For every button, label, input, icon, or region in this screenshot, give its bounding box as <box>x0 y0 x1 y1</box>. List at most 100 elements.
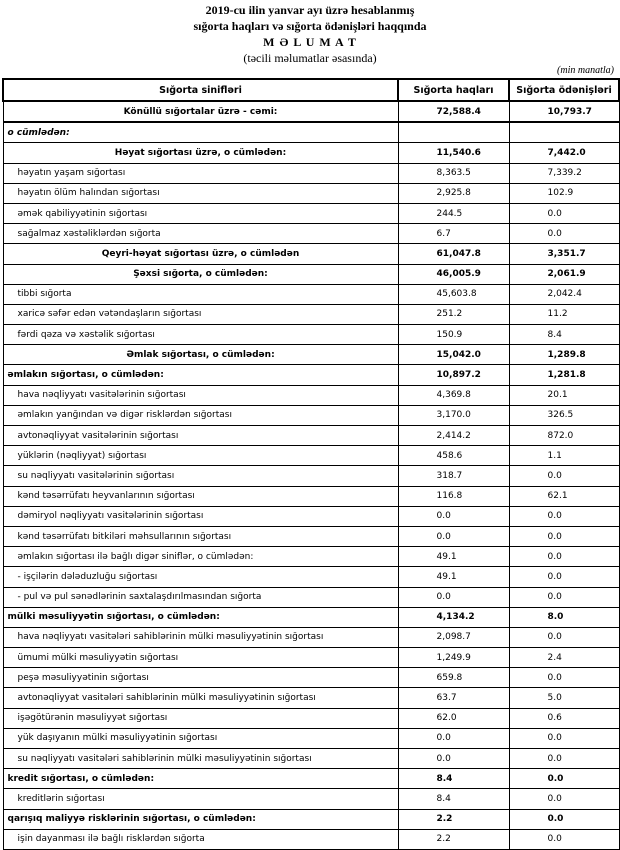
table-row: əmək qabiliyyətinin sığortası 244.5 0.0 <box>2 202 620 225</box>
class-cell: işəgötürənin məsuliyyət sığortası <box>2 707 399 729</box>
value-cell: 318.7 <box>397 465 510 487</box>
table-row: yük daşıyanın mülki məsuliyyətinin sığor… <box>2 727 620 750</box>
value-cell: 2.2 <box>397 808 510 830</box>
value-cell: 4,134.2 <box>397 606 510 628</box>
class-cell: o cümlədən: <box>2 121 399 144</box>
table-row: avtonəqliyyat vasitələrinin sığortası 2,4… <box>2 424 620 447</box>
class-cell: Əmlak sığortası, o cümlədən: <box>2 344 399 366</box>
value-cell: 3,351.7 <box>508 243 620 265</box>
value-cell: 116.8 <box>397 485 510 507</box>
value-cell: 2,925.8 <box>397 182 510 204</box>
value-cell: 0.6 <box>508 707 620 729</box>
table-row: su nəqliyyatı vasitələrinin sığortası 318… <box>2 465 620 487</box>
class-cell: avtonəqliyyat vasitələrinin sığortası <box>2 424 399 447</box>
class-cell: həyatın yaşam sığortası <box>2 162 399 184</box>
value-cell: 0.0 <box>508 505 620 527</box>
class-cell: kənd təsərrüfatı bitkiləri məhsullarının… <box>2 525 399 548</box>
value-cell: 0.0 <box>508 202 620 225</box>
table-row: Şəxsi sığorta, o cümlədən: 46,005.9 2,061.… <box>2 263 620 285</box>
value-cell: 0.0 <box>397 505 510 527</box>
value-cell: 0.0 <box>397 525 510 548</box>
value-cell: 0.0 <box>397 586 510 608</box>
value-cell: 150.9 <box>397 324 510 346</box>
value-cell: 0.0 <box>397 727 510 750</box>
value-cell: 458.6 <box>397 445 510 467</box>
table-row: həyatın ölüm halından sığortası 2,925.8 10… <box>2 182 620 204</box>
value-cell: 6.7 <box>397 223 510 245</box>
value-cell: 1,249.9 <box>397 647 510 669</box>
value-cell: 2,061.9 <box>508 263 620 285</box>
class-cell: mülki məsuliyyətin sığortası, o cümlədən… <box>2 606 399 628</box>
table-row: yüklərin (nəqliyyat) sığortası 458.6 1.1 <box>2 445 620 467</box>
class-cell: Həyat sığortası üzrə, o cümlədən: <box>2 142 399 164</box>
value-cell: 8.0 <box>508 606 620 628</box>
table-row: kənd təsərrüfatı bitkiləri məhsullarının… <box>2 525 620 548</box>
table-row: peşə məsuliyyətinin sığortası 659.8 0.0 <box>2 667 620 689</box>
class-cell: dəmiryol nəqliyyatı vasitələrinin sığort… <box>2 505 399 527</box>
column-header: Sığorta haqları <box>397 78 510 102</box>
table-row: o cümlədən: <box>2 121 620 144</box>
table-row: hava nəqliyyatı vasitələri sahiblərinin … <box>2 626 620 649</box>
class-cell: işin dayanması ilə bağlı risklərdən sığo… <box>2 828 399 850</box>
value-cell: 0.0 <box>508 626 620 649</box>
value-cell: 20.1 <box>508 384 620 406</box>
value-cell: 10,897.2 <box>397 364 510 386</box>
value-cell: 2,098.7 <box>397 626 510 649</box>
value-cell: 8.4 <box>508 324 620 346</box>
table-row: - işçilərin dələduzluğu sığortası 49.1 0.0 <box>2 566 620 588</box>
table-row: hava nəqliyyatı vasitələrinin sığortası 4… <box>2 384 620 406</box>
class-cell: əmlakın yanğından və digər risklərdən sı… <box>2 404 399 427</box>
value-cell: 2,042.4 <box>508 283 620 305</box>
value-cell: 49.1 <box>397 546 510 568</box>
value-cell: 15,042.0 <box>397 344 510 366</box>
class-cell: Könüllü sığortalar üzrə - cəmi: <box>2 99 399 124</box>
value-cell: 0.0 <box>508 525 620 548</box>
table-row: sağalmaz xəstəliklərdən sığorta 6.7 0.0 <box>2 223 620 245</box>
value-cell: 0.0 <box>508 566 620 588</box>
class-cell: hava nəqliyyatı vasitələrinin sığortası <box>2 384 399 406</box>
class-cell: kredit sığortası, o cümlədən: <box>2 768 399 790</box>
class-cell: ümumi mülki məsuliyyətin sığortası <box>2 647 399 669</box>
value-cell: 0.0 <box>508 546 620 568</box>
table-row: tibbi sığorta 45,603.8 2,042.4 <box>2 283 620 305</box>
value-cell: 0.0 <box>397 747 510 770</box>
value-cell: 8,363.5 <box>397 162 510 184</box>
value-cell: 4,369.8 <box>397 384 510 406</box>
table-row: su nəqliyyatı vasitələri sahiblərinin mü… <box>2 747 620 770</box>
value-cell: 3,170.0 <box>397 404 510 427</box>
table-row: Könüllü sığortalar üzrə - cəmi: 72,588.4 1… <box>2 99 620 124</box>
value-cell: 46,005.9 <box>397 263 510 285</box>
value-cell: 0.0 <box>508 768 620 790</box>
value-cell: 0.0 <box>508 465 620 487</box>
value-cell: 1,289.8 <box>508 344 620 366</box>
table-row: əmlakın yanğından və digər risklərdən sı… <box>2 404 620 427</box>
value-cell: 872.0 <box>508 424 620 447</box>
value-cell: 10,793.7 <box>508 99 620 124</box>
value-cell: 11,540.6 <box>397 142 510 164</box>
value-cell: 2,414.2 <box>397 424 510 447</box>
value-cell: 7,339.2 <box>508 162 620 184</box>
unit: (min manatla) <box>557 65 614 76</box>
value-cell: 2.4 <box>508 647 620 669</box>
header-line: 2019-cu ilin yanvar ayı üzrə hesablanmış <box>205 3 415 17</box>
value-cell <box>508 121 620 144</box>
value-cell: 7,442.0 <box>508 142 620 164</box>
table-row: işin dayanması ilə bağlı risklərdən sığo… <box>2 828 620 850</box>
class-cell: əmək qabiliyyətinin sığortası <box>2 202 399 225</box>
class-cell: tibbi sığorta <box>2 283 399 305</box>
value-cell: 1.1 <box>508 445 620 467</box>
class-cell: hava nəqliyyatı vasitələri sahiblərinin … <box>2 626 399 649</box>
class-cell: fərdi qəza və xəstəlik sığortası <box>2 324 399 346</box>
column-header: Sığorta sinifləri <box>2 78 399 102</box>
title: M Ə L U M A T <box>263 35 357 49</box>
column-header: Sığorta ödənişləri <box>508 78 620 102</box>
insurance-table: Sığorta sinifləri Sığorta haqları Sığort… <box>2 78 620 850</box>
value-cell: 62.0 <box>397 707 510 729</box>
value-cell: 0.0 <box>508 828 620 850</box>
table-row: həyatın yaşam sığortası 8,363.5 7,339.2 <box>2 162 620 184</box>
value-cell: 0.0 <box>508 223 620 245</box>
class-cell: - işçilərin dələduzluğu sığortası <box>2 566 399 588</box>
value-cell: 8.4 <box>397 768 510 790</box>
class-cell: kreditlərin sığortası <box>2 788 399 810</box>
